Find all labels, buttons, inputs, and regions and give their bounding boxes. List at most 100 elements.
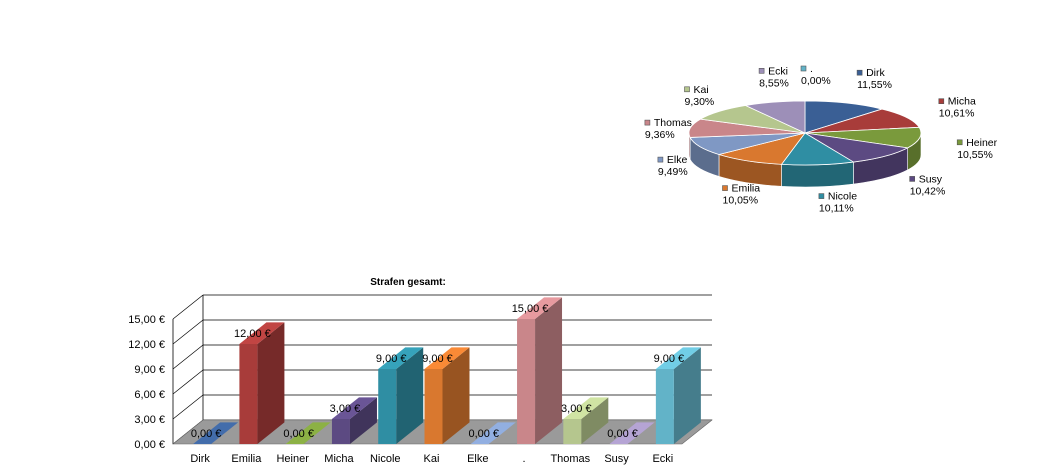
bar-value-label-8: 3,00 € <box>561 403 592 415</box>
bar-value-label-10: 9,00 € <box>654 353 685 365</box>
bar-x-label-0: Dirk <box>190 453 210 465</box>
pie-legend-labels: Dirk11,55%Micha10,61%Heiner10,55%Susy10,… <box>644 63 998 215</box>
bar-top-6 <box>470 422 516 444</box>
pie-label-name-0: Dirk <box>866 67 885 79</box>
bar-y-tick-label-2: 6,00 € <box>134 389 165 401</box>
bar-10 <box>655 347 701 444</box>
bar-side-4 <box>396 347 424 444</box>
bar-gridline-side-2 <box>172 369 204 395</box>
pie-label-name-5: Emilia <box>732 183 761 195</box>
pie-label-marker-10 <box>800 65 807 72</box>
pie-chart: Dirk11,55%Micha10,61%Heiner10,55%Susy10,… <box>644 63 998 215</box>
pie-label-name-1: Micha <box>948 96 976 108</box>
bar-value-label-9: 0,00 € <box>607 428 638 440</box>
pie-slice-4 <box>780 132 855 166</box>
bar-y-axis-ticks: 0,00 € 3,00 € 6,00 € 9,00 € 12,00 € 15,00 € <box>128 314 165 451</box>
pie-label-marker-9 <box>758 68 765 74</box>
pie-label-value-8: 9,30% <box>685 96 715 108</box>
pie-label-name-8: Kai <box>694 84 709 96</box>
bar-value-label-1: 12,00 € <box>234 328 271 340</box>
bar-series <box>193 297 701 444</box>
pie-label-marker-3 <box>909 176 916 182</box>
pie-label-value-3: 10,42% <box>910 185 946 197</box>
pie-label-value-1: 10,61% <box>939 108 975 120</box>
pie-slice-1 <box>804 108 920 134</box>
bar-x-label-2: Heiner <box>276 453 309 465</box>
bar-chart-title: Strafen gesamt: <box>370 277 446 288</box>
bar-front-10 <box>655 369 674 444</box>
bar-front-4 <box>378 369 397 444</box>
pie-label-name-3: Susy <box>919 173 943 185</box>
pie-slice-side-4 <box>781 161 854 188</box>
bar-3 <box>331 397 377 444</box>
bar-value-label-3: 3,00 € <box>330 403 361 415</box>
bar-x-label-1: Emilia <box>231 453 262 465</box>
bar-8 <box>563 397 609 444</box>
pie-label-value-7: 9,36% <box>645 129 675 141</box>
pie-label-marker-8 <box>684 86 690 93</box>
pie-label-marker-4 <box>818 193 825 199</box>
bar-x-label-8: Thomas <box>550 453 590 465</box>
pie-label-marker-1 <box>938 98 945 104</box>
bar-side-7 <box>535 297 563 444</box>
bar-y-tick-label-4: 12,00 € <box>128 339 165 351</box>
pie-label-marker-0 <box>856 69 863 76</box>
pie-label-marker-7 <box>644 119 651 126</box>
bar-y-tick-label-5: 15,00 € <box>128 314 165 326</box>
bar-2 <box>285 422 331 444</box>
pie-label-name-7: Thomas <box>654 117 692 129</box>
bar-side-8 <box>581 397 609 444</box>
bar-gridline-side-4 <box>172 319 204 345</box>
pie-slice-9 <box>744 100 806 134</box>
bar-value-label-4: 9,00 € <box>376 353 407 365</box>
bar-top-2 <box>285 422 331 444</box>
pie-label-name-9: Ecki <box>768 65 788 77</box>
bar-front-1 <box>239 344 258 444</box>
bar-top-0 <box>193 422 239 444</box>
pie-label-value-10: 0,00% <box>801 75 831 87</box>
bar-value-labels: 0,00 € 12,00 € 0,00 € 3,00 € 9,00 € 9,00 € 0,0… <box>191 303 684 440</box>
bar-value-label-6: 0,00 € <box>468 428 499 440</box>
bar-x-axis-labels: Dirk Emilia Heiner Micha Nicole Kai Elke. Thoma… <box>190 453 673 465</box>
bar-gridline-side-1 <box>172 394 204 420</box>
pie-slice-2 <box>804 126 922 149</box>
bar-x-label-10: Ecki <box>652 453 673 465</box>
bar-chart: Strafen gesamt: 0,00 € 3,00 € 6,00 € 9,00 €… <box>128 277 713 465</box>
bar-y-tick-label-1: 3,00 € <box>134 414 165 426</box>
bar-value-label-7: 15,00 € <box>512 303 549 315</box>
pie-label-value-4: 10,11% <box>819 203 854 215</box>
bar-x-label-9: Susy <box>604 453 629 465</box>
pie-label-name-4: Nicole <box>828 191 857 203</box>
bar-0 <box>193 422 239 444</box>
bar-top-4 <box>378 347 424 369</box>
bar-side-5 <box>442 347 470 444</box>
pie-label-10: .0,00% <box>800 63 831 87</box>
pie-label-value-2: 10,55% <box>957 149 993 161</box>
bar-top-7 <box>517 297 563 319</box>
bar-x-label-6: Elke <box>467 453 488 465</box>
bar-top-10 <box>655 347 701 369</box>
bar-side-1 <box>257 322 285 444</box>
bar-front-3 <box>331 419 350 444</box>
pie-label-marker-6 <box>657 156 664 163</box>
bar-9 <box>609 422 655 444</box>
bar-front-5 <box>424 369 443 444</box>
bar-7 <box>517 297 563 444</box>
bar-value-label-0: 0,00 € <box>191 428 222 440</box>
bar-top-9 <box>609 422 655 444</box>
bar-gridline-side-5 <box>172 294 204 320</box>
bar-side-3 <box>349 397 377 444</box>
bar-y-tick-label-3: 9,00 € <box>134 364 165 376</box>
bar-4 <box>378 347 424 444</box>
bar-top-1 <box>239 322 285 344</box>
pie-slice-0 <box>804 100 884 134</box>
